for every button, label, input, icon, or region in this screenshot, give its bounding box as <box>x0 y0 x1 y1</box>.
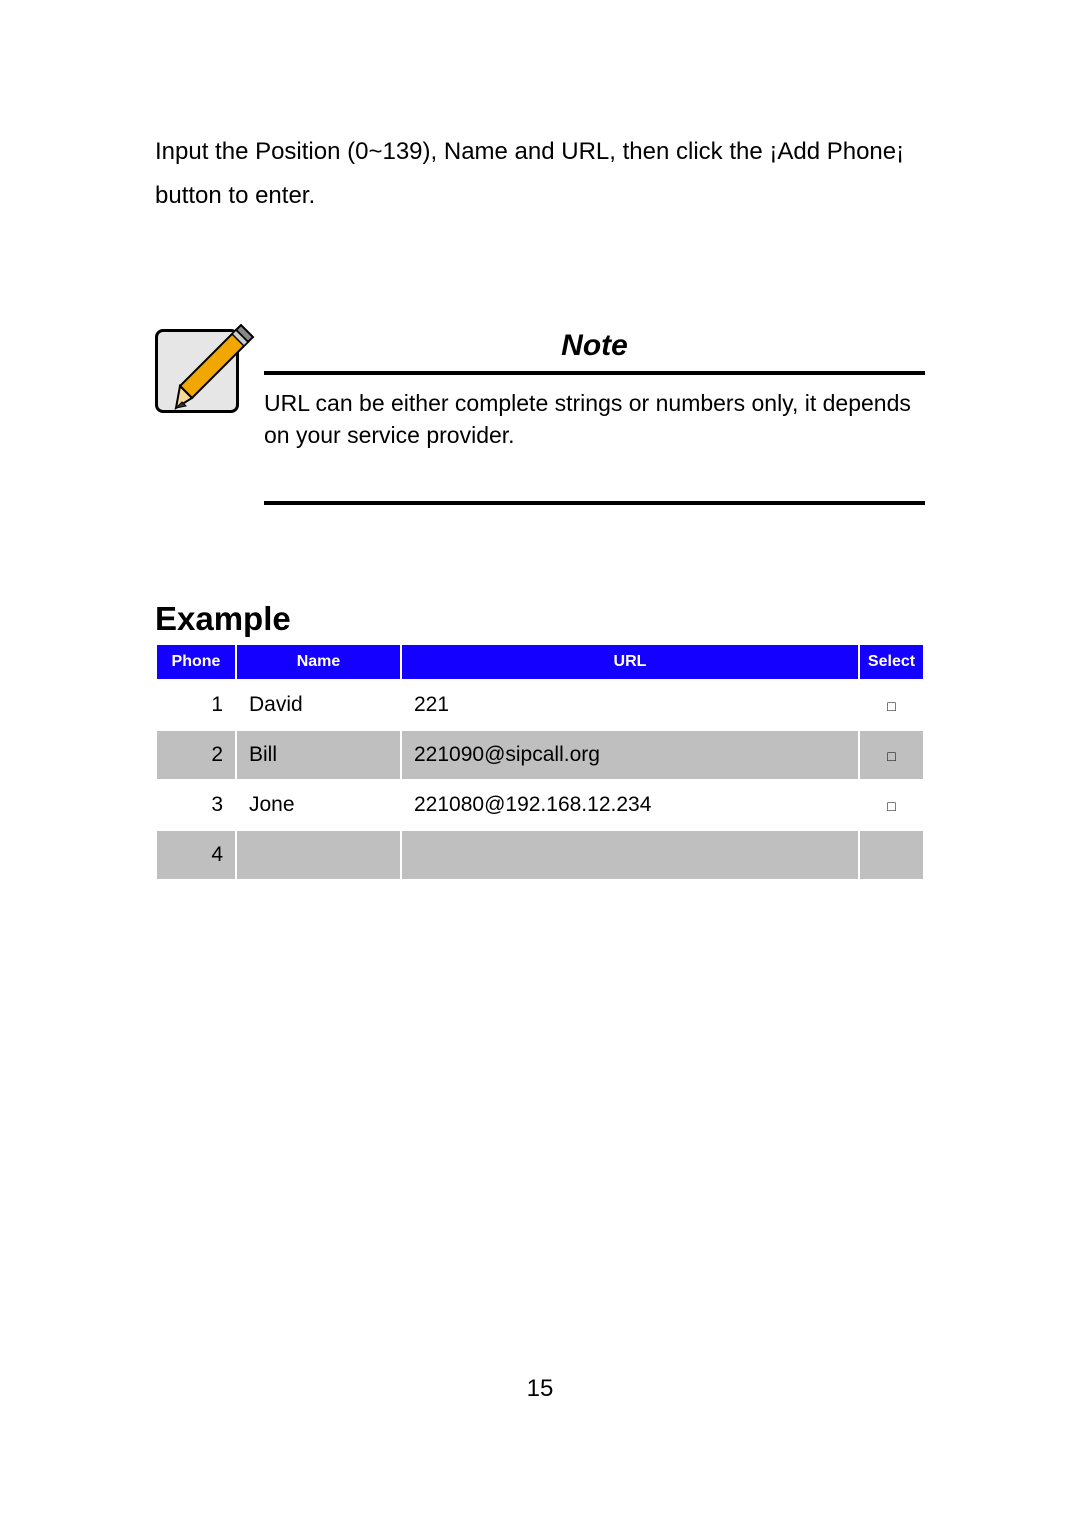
intro-paragraph: Input the Position (0~139), Name and URL… <box>155 130 925 219</box>
cell-url: 221 <box>401 680 859 730</box>
table-row: 3 Jone 221080@192.168.12.234 □ <box>156 780 924 830</box>
table-row: 4 <box>156 830 924 880</box>
table-row: 1 David 221 □ <box>156 680 924 730</box>
table-header-row: Phone Name URL Select <box>156 644 924 680</box>
note-icon <box>155 329 239 413</box>
page-number: 15 <box>0 1375 1080 1403</box>
note-rule-bottom <box>264 501 925 505</box>
note-title: Note <box>264 329 925 367</box>
cell-phone: 3 <box>156 780 236 830</box>
cell-phone: 4 <box>156 830 236 880</box>
table-row: 2 Bill 221090@sipcall.org □ <box>156 730 924 780</box>
checkbox-icon[interactable]: □ <box>887 749 895 763</box>
cell-name: Jone <box>236 780 401 830</box>
cell-url: 221080@192.168.12.234 <box>401 780 859 830</box>
col-header-phone: Phone <box>156 644 236 680</box>
col-header-select: Select <box>859 644 924 680</box>
col-header-url: URL <box>401 644 859 680</box>
cell-phone: 2 <box>156 730 236 780</box>
cell-url <box>401 830 859 880</box>
example-heading: Example <box>155 600 925 638</box>
note-block: Note URL can be either complete strings … <box>155 329 925 505</box>
checkbox-icon[interactable]: □ <box>887 799 895 813</box>
cell-select[interactable]: □ <box>859 680 924 730</box>
pencil-icon <box>156 322 256 422</box>
checkbox-icon[interactable]: □ <box>887 699 895 713</box>
cell-url: 221090@sipcall.org <box>401 730 859 780</box>
cell-select[interactable]: □ <box>859 780 924 830</box>
table-body: 1 David 221 □ 2 Bill 221090@sipcall.org … <box>156 680 924 880</box>
note-body: URL can be either complete strings or nu… <box>264 387 925 476</box>
cell-select[interactable]: □ <box>859 730 924 780</box>
note-rule-top <box>264 371 925 375</box>
col-header-name: Name <box>236 644 401 680</box>
cell-name <box>236 830 401 880</box>
cell-name: Bill <box>236 730 401 780</box>
phone-table: Phone Name URL Select 1 David 221 □ 2 Bi… <box>155 643 925 881</box>
cell-name: David <box>236 680 401 730</box>
cell-select[interactable] <box>859 830 924 880</box>
cell-phone: 1 <box>156 680 236 730</box>
